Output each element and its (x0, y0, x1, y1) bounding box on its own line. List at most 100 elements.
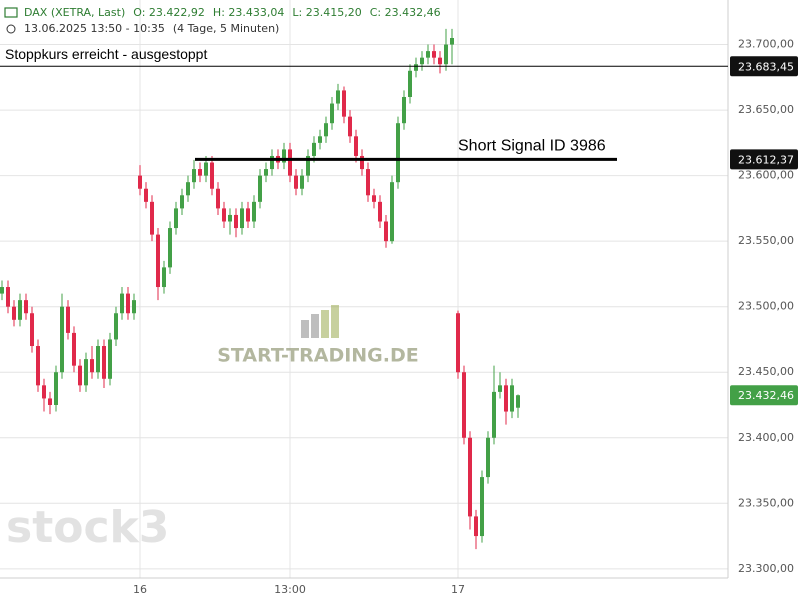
candle-body (402, 96, 406, 124)
level-text: Short Signal ID 3986 (458, 138, 606, 155)
candle-body (288, 149, 292, 176)
candle-body (306, 155, 310, 176)
header-icon (4, 7, 18, 18)
candle-body (492, 391, 496, 438)
y-tick-label: 23.350,00 (738, 496, 794, 509)
candle-body (6, 287, 10, 307)
candle-body (222, 208, 226, 222)
candle-body (396, 123, 400, 183)
candle-body (228, 214, 232, 222)
candle-body (156, 234, 160, 288)
candle-body (132, 300, 136, 314)
candle-body (126, 293, 130, 314)
candle-body (198, 169, 202, 176)
candle-body (48, 398, 52, 405)
price-tag-label: 23.612,37 (738, 153, 794, 166)
candle-body (24, 300, 28, 314)
candle-body (372, 195, 376, 202)
period-icon (6, 24, 16, 34)
candle-body (0, 287, 4, 294)
candle-body (18, 300, 22, 320)
candle-body (330, 103, 334, 124)
candle-body (120, 293, 124, 314)
candle-body (498, 385, 502, 392)
price-tag (730, 56, 798, 77)
candle-body (366, 169, 370, 196)
candle-body (240, 208, 244, 229)
y-tick-label: 23.450,00 (738, 365, 794, 378)
y-tick-label: 23.400,00 (738, 431, 794, 444)
candle-body (390, 182, 394, 242)
candle-body (510, 385, 514, 412)
candle-body (186, 182, 190, 196)
y-tick-label: 23.600,00 (738, 169, 794, 182)
candle-body (102, 346, 106, 379)
candle-body (168, 228, 172, 268)
header-ohlc: O: 23.422,92 (133, 6, 205, 19)
last-price-tag (730, 385, 798, 406)
candle-body (480, 477, 484, 537)
candle-body (336, 90, 340, 104)
price-tag-label: 23.683,45 (738, 60, 794, 73)
candle-body (252, 201, 256, 222)
header-interval: (4 Tage, 5 Minuten) (173, 22, 280, 35)
candle-body (66, 306, 70, 333)
header-period: 13.06.2025 13:50 - 10:35 (24, 22, 165, 35)
candle-body (42, 385, 46, 399)
candle-body (300, 175, 304, 189)
candle-body (54, 372, 58, 405)
candle-body (264, 169, 268, 176)
candle-body (84, 359, 88, 386)
logo-watermark: stock3 (6, 502, 169, 553)
brand-logo (301, 305, 339, 338)
candle-body (468, 437, 472, 517)
candle-body (234, 214, 238, 229)
candle-body (342, 90, 346, 117)
candle-body (162, 267, 166, 288)
brand-watermark: START-TRADING.DE (217, 345, 419, 367)
level-text: Stoppkurs erreicht - ausgestoppt (5, 46, 207, 62)
header-symbol: DAX (XETRA, Last) (24, 6, 125, 19)
candle-body (294, 175, 298, 189)
candle-body (192, 169, 196, 183)
candle-body (462, 372, 466, 438)
candle-body (378, 201, 382, 222)
candle-body (444, 44, 448, 65)
candle-body (60, 306, 64, 373)
candle-body (144, 188, 148, 202)
candle-body (354, 136, 358, 156)
candle-body (414, 64, 418, 71)
candle-body (210, 162, 214, 189)
candle-body (12, 306, 16, 320)
candle-body (438, 57, 442, 65)
candle-body (270, 155, 274, 170)
header-ohlc: H: 23.433,04 (213, 6, 284, 19)
candle-body (96, 346, 100, 373)
y-tick-label: 23.650,00 (738, 103, 794, 116)
candle-body (150, 201, 154, 235)
candle-body (282, 149, 286, 163)
candle-body (324, 123, 328, 137)
candle-body (312, 142, 316, 156)
candle-body (360, 155, 364, 170)
candle-body (246, 208, 250, 222)
y-tick-label: 23.300,00 (738, 562, 794, 575)
x-tick-label: 13:00 (274, 583, 306, 596)
candle-body (180, 195, 184, 209)
candle-body (504, 385, 508, 412)
header-ohlc: C: 23.432,46 (370, 6, 441, 19)
candle-body (72, 332, 76, 366)
candle-body (426, 51, 430, 58)
candle-body (474, 516, 478, 537)
y-tick-label: 23.550,00 (738, 234, 794, 247)
x-tick-label: 16 (133, 583, 147, 596)
y-tick-label: 23.700,00 (738, 38, 794, 51)
y-tick-label: 23.500,00 (738, 300, 794, 313)
candle-body (174, 208, 178, 229)
candle-body (384, 221, 388, 242)
candle-body (450, 38, 454, 45)
candle-body (30, 313, 34, 347)
candle-body (408, 70, 412, 97)
last-price-label: 23.432,46 (738, 389, 794, 402)
